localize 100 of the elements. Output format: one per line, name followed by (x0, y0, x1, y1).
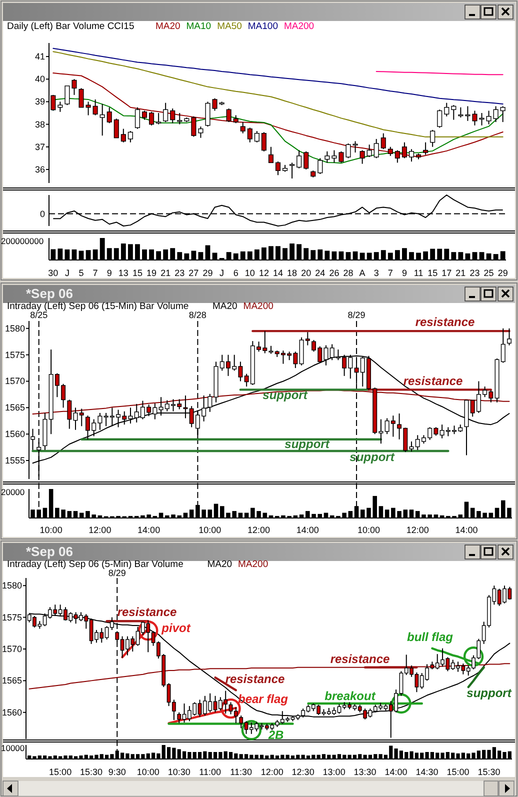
series-label: resistance (403, 374, 464, 388)
x-tick-label: 13:30 (354, 767, 376, 777)
y-tick-label: 41 (34, 52, 45, 62)
x-tick-label: 14:00 (138, 525, 160, 535)
text: MA20 (212, 301, 238, 312)
x-tick-label: 17 (442, 268, 452, 278)
x-tick-label: 10:00 (357, 525, 380, 535)
y-tick-label: 1565 (4, 402, 25, 413)
text: MA200 (243, 301, 274, 312)
x-tick-label: 20 (301, 268, 312, 278)
x-tick-label: 14:30 (416, 767, 438, 777)
x-tick-label: 18 (287, 268, 298, 278)
x-tick-label: 28 (343, 268, 354, 278)
x-tick-label: 29 (498, 268, 508, 278)
x-tick-label: 9:30 (108, 767, 126, 777)
x-tick-label: 26 (329, 268, 340, 278)
y-tick-label: 1570 (4, 376, 25, 386)
x-tick-label: 8/29 (108, 568, 126, 578)
x-tick-label: 11:30 (230, 767, 252, 777)
x-tick-label: 14:00 (455, 525, 478, 535)
x-tick-label: 30 (48, 268, 58, 278)
x-tick-label: 11:00 (199, 767, 222, 777)
x-tick-label: 10 (244, 268, 255, 278)
text: MA100 (248, 21, 278, 32)
x-tick-label: 29 (202, 268, 213, 278)
y-tick-label: 1575 (4, 350, 25, 360)
x-tick-label: 14:00 (296, 525, 319, 535)
text: MA200 (238, 559, 268, 570)
x-tick-label: A (359, 268, 366, 278)
x-tick-label: 5 (78, 268, 84, 278)
x-tick-label: 7 (92, 268, 98, 278)
x-tick-label: 27 (188, 268, 199, 278)
text: 20000 (1, 487, 25, 497)
series-label: resistance (225, 672, 286, 686)
x-tick-label: 15 (132, 268, 142, 278)
text: 200000000 (1, 236, 44, 246)
x-tick-label: 11 (414, 268, 424, 278)
x-tick-label: 8/25 (30, 310, 48, 320)
x-tick-label: 15:30 (80, 767, 103, 777)
x-tick-label: 10:30 (168, 767, 190, 777)
chart-title: *Sep 06 (26, 286, 73, 301)
y-tick-label: 1575 (2, 612, 22, 622)
x-tick-label: 9 (106, 268, 112, 278)
y-tick-label: 38 (34, 119, 45, 130)
x-tick-label: 12:00 (248, 525, 270, 535)
series-label: support (466, 686, 512, 700)
x-tick-label: 15 (428, 268, 438, 278)
x-tick-label: 6 (233, 268, 238, 278)
x-tick-label: 9 (402, 268, 407, 278)
y-tick-label: 1580 (2, 580, 22, 591)
x-tick-label: 12 (258, 268, 269, 278)
y-tick-label: 1565 (2, 676, 22, 686)
x-tick-label: 23 (470, 268, 480, 278)
x-tick-label: 8/29 (348, 310, 366, 320)
x-tick-label: 19 (146, 268, 157, 278)
x-tick-label: 12:00 (260, 767, 284, 777)
x-tick-label: 23 (174, 268, 185, 278)
chart-subtitle: Intraday (Left) Sep 06 (5-Min) Bar Volume (7, 559, 184, 570)
y-tick-label: 1560 (2, 707, 22, 718)
x-tick-label: 15:30 (478, 767, 500, 777)
x-tick-label: 14 (272, 268, 284, 278)
y-tick-label: 1555 (4, 456, 25, 466)
y-tick-label: 40 (34, 74, 45, 84)
x-tick-label: 8/28 (188, 310, 206, 320)
series-label: support (350, 450, 396, 464)
x-tick-label: 21 (456, 268, 466, 278)
x-tick-label: 24 (315, 268, 326, 278)
x-tick-label: 21 (160, 268, 171, 278)
x-tick-label: 10:00 (198, 525, 222, 535)
x-tick-label: 3 (374, 268, 379, 278)
text: MA50 (217, 21, 242, 32)
text: 10000 (1, 743, 25, 753)
series-label: pivot (160, 621, 192, 635)
series-label: support (262, 388, 308, 402)
y-tick-label: 39 (34, 96, 45, 107)
text: MA20 (207, 559, 232, 570)
x-tick-label: J (220, 268, 224, 278)
y-tick-label: 1580 (4, 323, 25, 334)
y-tick-label: 1570 (2, 644, 22, 654)
y-tick-label: 36 (34, 164, 45, 174)
y-tick-label: 1560 (4, 429, 25, 440)
x-tick-label: 15:00 (446, 767, 470, 777)
series-label: support (284, 437, 330, 451)
x-tick-label: 12:30 (292, 767, 314, 777)
text: MA20 (155, 21, 180, 32)
x-tick-label: 10:00 (136, 767, 160, 777)
x-tick-label: 12:00 (88, 525, 112, 535)
x-tick-label: 14:00 (384, 767, 408, 777)
text: MA10 (186, 21, 212, 32)
series-label: bull flag (407, 630, 454, 644)
x-tick-label: 15:00 (49, 767, 72, 777)
chart-title: *Sep 06 (26, 544, 73, 559)
series-label: bear flag (238, 692, 289, 706)
chart-subtitle: Daily (Left) Bar Volume CCI15 (7, 21, 134, 32)
y-tick-label: 37 (34, 142, 45, 152)
x-tick-label: 12:00 (406, 525, 429, 535)
x-tick-label: 13 (118, 268, 128, 278)
x-tick-label: 25 (484, 268, 494, 278)
series-label: breakout (324, 689, 376, 703)
series-label: resistance (117, 605, 178, 619)
